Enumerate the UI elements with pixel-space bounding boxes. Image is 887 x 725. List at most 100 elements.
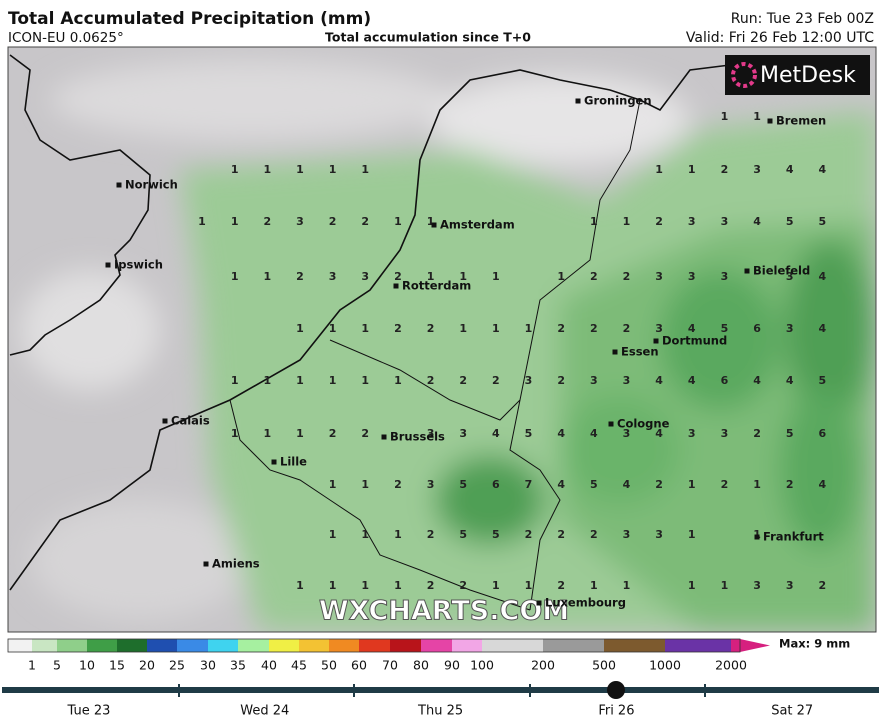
- grid-value: 5: [459, 528, 467, 541]
- grid-value: 1: [721, 579, 729, 592]
- color-swatch: [269, 639, 299, 652]
- city-label: Amiens: [212, 557, 260, 571]
- grid-value: 1: [688, 163, 696, 176]
- grid-value: 1: [557, 270, 565, 283]
- city-label: Dortmund: [662, 334, 727, 348]
- grid-value: 3: [525, 374, 533, 387]
- grid-value: 1: [231, 427, 239, 440]
- grid-value: 4: [688, 374, 696, 387]
- color-frame: [7, 638, 741, 653]
- timeline-day[interactable]: Sat 27: [771, 704, 813, 719]
- grid-value: 3: [329, 270, 337, 283]
- color-swatch: [731, 639, 740, 652]
- grid-value: 2: [623, 270, 631, 283]
- valid: Valid: Fri 26 Feb 12:00 UTC: [686, 30, 874, 46]
- grid-value: 1: [492, 579, 500, 592]
- cities: Groningen Bremen Norwich Amsterdam Ipswich Bi…: [105, 94, 826, 610]
- grid-value: 1: [263, 427, 271, 440]
- grid-value: 2: [263, 215, 271, 228]
- city-dot: [536, 600, 542, 606]
- grid-value: 2: [296, 270, 304, 283]
- grid-value: 3: [688, 215, 696, 228]
- grid-value: 3: [753, 163, 761, 176]
- grid-value: 2: [721, 163, 729, 176]
- max-label: Max: 9 mm: [779, 637, 850, 651]
- grid-value: 2: [361, 215, 369, 228]
- grid-value: 1: [492, 270, 500, 283]
- grid-value: 2: [557, 322, 565, 335]
- grid-value: 2: [623, 322, 631, 335]
- city-label: Groningen: [584, 94, 652, 108]
- grid-value: 4: [655, 427, 663, 440]
- city-dot: [608, 421, 614, 427]
- city-label: Ipswich: [114, 258, 163, 272]
- grid-value: 3: [655, 322, 663, 335]
- city-dot: [612, 349, 618, 355]
- color-label: 35: [230, 658, 246, 673]
- color-label: 40: [261, 658, 277, 673]
- grid-value: 3: [721, 270, 729, 283]
- grid-value: 3: [721, 215, 729, 228]
- grid-value: 2: [655, 478, 663, 491]
- title: Total Accumulated Precipitation (mm): [8, 9, 371, 29]
- color-label: 90: [444, 658, 460, 673]
- city-dot: [744, 268, 750, 274]
- grid-value: 3: [786, 579, 794, 592]
- color-swatch: [238, 639, 269, 652]
- grid-value: 4: [819, 163, 827, 176]
- grid-value: 1: [231, 163, 239, 176]
- city-dot: [575, 98, 581, 104]
- color-swatch: [329, 639, 359, 652]
- run: Run: Tue 23 Feb 00Z: [731, 11, 874, 27]
- grid-value: 2: [525, 528, 533, 541]
- grid-value: 1: [361, 579, 369, 592]
- color-label: 5: [53, 658, 61, 673]
- timeline-track[interactable]: [2, 687, 879, 693]
- border: [329, 339, 521, 421]
- grid-value: 2: [427, 528, 435, 541]
- grid-value: 1: [427, 215, 435, 228]
- grid-value: 3: [427, 427, 435, 440]
- timeline-day[interactable]: Thu 25: [417, 704, 463, 719]
- city-dot: [162, 418, 168, 424]
- color-label: 10: [79, 658, 95, 673]
- grid-value: 3: [655, 528, 663, 541]
- grid-value: 5: [721, 322, 729, 335]
- grid-value: 3: [623, 427, 631, 440]
- timeline-day[interactable]: Fri 26: [598, 704, 634, 719]
- subtitle: Total accumulation since T+0: [325, 30, 531, 45]
- color-label: 70: [382, 658, 398, 673]
- grid-value: 3: [459, 427, 467, 440]
- grid-value: 5: [525, 427, 533, 440]
- grid-value: 4: [819, 270, 827, 283]
- grid-value: 1: [590, 579, 598, 592]
- grid-value: 1: [329, 322, 337, 335]
- grid-value: 1: [655, 163, 663, 176]
- shading: [20, 60, 876, 632]
- grid-value: 6: [819, 427, 827, 440]
- timeline-day[interactable]: Tue 23: [67, 704, 111, 719]
- grid-value: 1: [688, 478, 696, 491]
- color-swatch: [117, 639, 147, 652]
- color-label: 80: [413, 658, 429, 673]
- city-dot: [203, 561, 209, 567]
- grid-value: 1: [296, 322, 304, 335]
- grid-value: 4: [753, 374, 761, 387]
- grid-value: 3: [296, 215, 304, 228]
- grid-value: 1: [361, 322, 369, 335]
- grid-value: 4: [590, 427, 598, 440]
- grid-value: 1: [263, 163, 271, 176]
- grid-value: 5: [590, 478, 598, 491]
- grid-value: 3: [655, 270, 663, 283]
- grid-value: 1: [688, 579, 696, 592]
- grid-value: 1: [394, 528, 402, 541]
- grid-value: 7: [525, 478, 533, 491]
- grid-value: 4: [819, 322, 827, 335]
- grid-value: 2: [394, 478, 402, 491]
- grid-value: 1: [590, 215, 598, 228]
- grid-value: 2: [492, 374, 500, 387]
- timeline-day[interactable]: Wed 24: [240, 704, 289, 719]
- timeline-knob[interactable]: [607, 681, 625, 699]
- city-label: Bremen: [776, 114, 826, 128]
- grid-value: 3: [623, 374, 631, 387]
